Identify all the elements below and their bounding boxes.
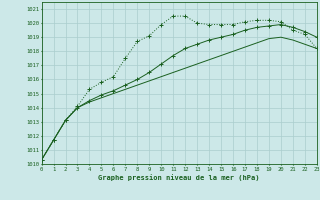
X-axis label: Graphe pression niveau de la mer (hPa): Graphe pression niveau de la mer (hPa) <box>99 175 260 181</box>
